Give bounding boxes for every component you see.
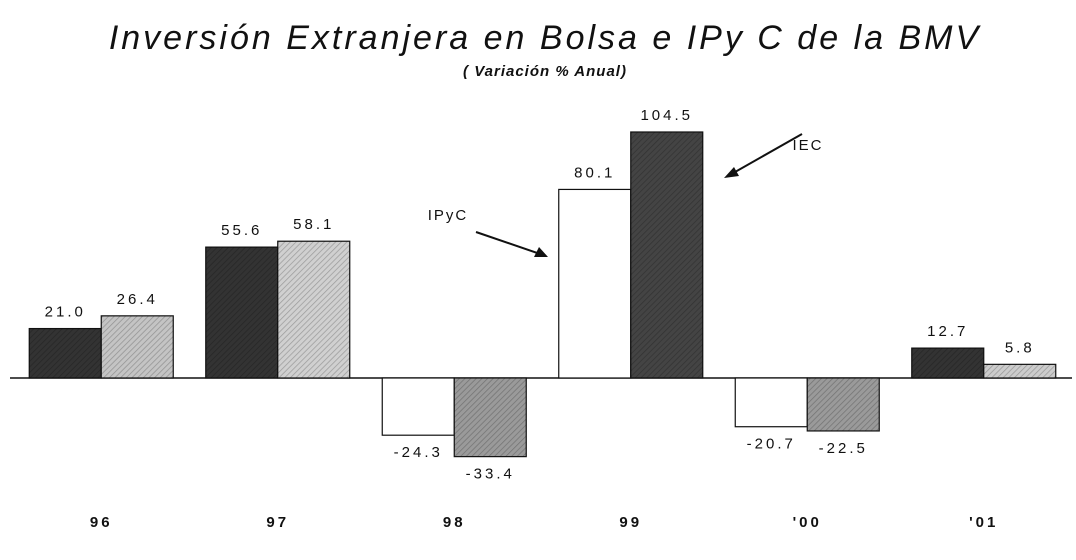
value-label: -20.7 bbox=[747, 436, 796, 453]
bar bbox=[381, 377, 455, 436]
x-tick-label: 96 bbox=[90, 514, 113, 531]
arrowhead bbox=[534, 247, 548, 257]
value-label: 12.7 bbox=[927, 323, 968, 340]
bar-hatch bbox=[454, 377, 527, 457]
bar-hatch bbox=[205, 247, 278, 378]
x-tick-label: 98 bbox=[443, 514, 466, 531]
value-label: 26.4 bbox=[117, 291, 158, 308]
annotation: IEC bbox=[792, 137, 823, 154]
bar-hatch bbox=[101, 315, 174, 378]
bar bbox=[734, 377, 808, 428]
bar-hatch bbox=[630, 131, 703, 378]
chart-subtitle: ( Variación % Anual) bbox=[463, 63, 627, 80]
value-label: -24.3 bbox=[394, 444, 443, 461]
x-tick-label: 99 bbox=[619, 514, 642, 531]
bar bbox=[558, 188, 632, 379]
bar-hatch bbox=[911, 348, 984, 378]
x-tick-label: '01 bbox=[969, 514, 998, 531]
annotation: IPyC bbox=[428, 207, 469, 224]
bar-hatch bbox=[807, 377, 880, 431]
value-label: 58.1 bbox=[293, 216, 334, 233]
value-label: 21.0 bbox=[45, 304, 86, 321]
chart-title: Inversión Extranjera en Bolsa e IPy C de… bbox=[109, 19, 982, 57]
value-label: -22.5 bbox=[819, 440, 868, 457]
value-label: 55.6 bbox=[221, 222, 262, 239]
arrow bbox=[475, 231, 547, 257]
bar-hatch bbox=[277, 241, 350, 378]
x-tick-label: 97 bbox=[266, 514, 289, 531]
value-label: 80.1 bbox=[574, 164, 615, 181]
x-tick-label: '00 bbox=[793, 514, 822, 531]
arrowhead bbox=[724, 167, 739, 178]
value-label: -33.4 bbox=[466, 466, 515, 483]
value-label: 104.5 bbox=[640, 107, 693, 124]
arrow bbox=[727, 133, 803, 177]
bar-hatch bbox=[983, 364, 1056, 378]
value-label: 5.8 bbox=[1005, 339, 1035, 356]
bar-hatch bbox=[29, 328, 102, 378]
